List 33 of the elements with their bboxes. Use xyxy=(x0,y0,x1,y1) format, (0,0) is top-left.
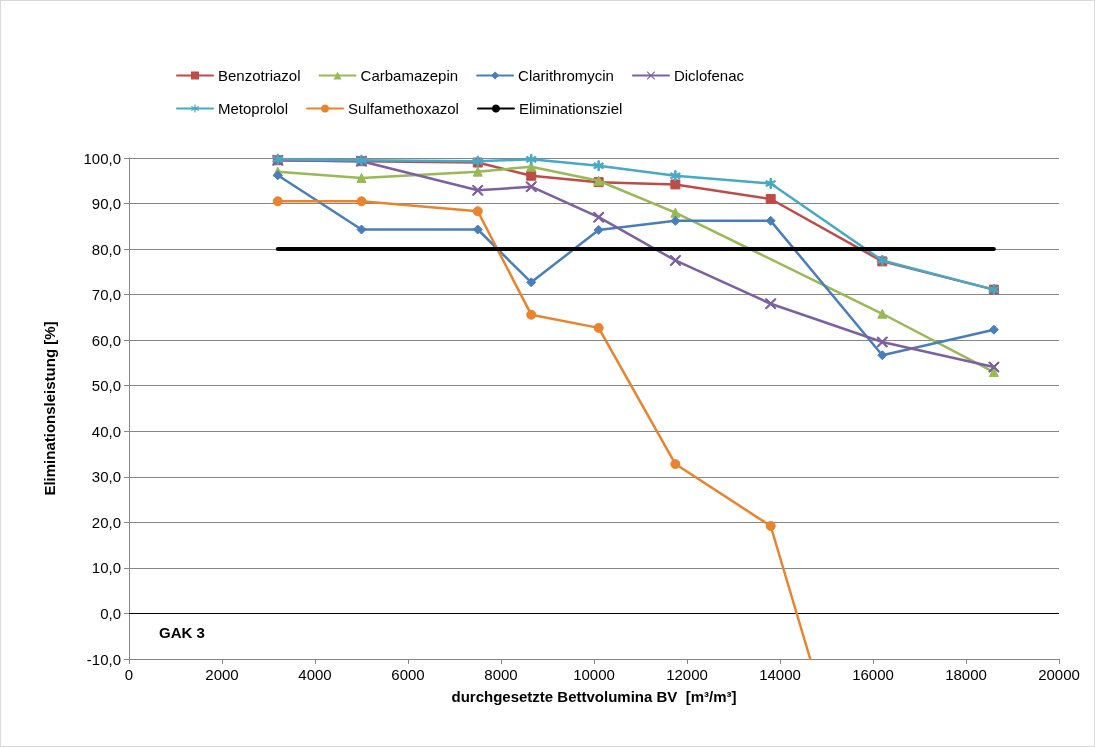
x-tick-label: 8000 xyxy=(484,666,518,683)
y-tick-label: 80,0 xyxy=(91,240,121,258)
y-tick-label: 60,0 xyxy=(91,331,121,349)
x-tick-label: 20000 xyxy=(1038,666,1080,683)
y-axis-title: Eliminationsleistung [%] xyxy=(41,321,58,496)
x-tick-label: 0 xyxy=(124,666,134,683)
legend-label: Clarithromycin xyxy=(518,67,614,84)
y-tick-label: 100,0 xyxy=(83,149,121,167)
x-tick-label: 18000 xyxy=(945,666,987,683)
legend-label: Metoprolol xyxy=(218,100,289,117)
legend-label: Diclofenac xyxy=(673,67,745,84)
x-tick-label: 6000 xyxy=(391,666,425,683)
y-tick-label: 40,0 xyxy=(91,422,121,440)
legend-label: Carbamazepin xyxy=(360,67,459,84)
y-tick-label: 0,0 xyxy=(100,604,121,622)
y-tick-label: 90,0 xyxy=(91,195,121,213)
y-tick-label: 20,0 xyxy=(91,513,121,531)
annotation: GAK 3 xyxy=(159,624,205,641)
y-tick-label: 70,0 xyxy=(91,286,121,304)
legend-label: Benzotriazol xyxy=(218,67,301,84)
legend-label: Sulfamethoxazol xyxy=(348,100,459,117)
y-tick-label: -10,0 xyxy=(86,650,121,668)
x-tick-label: 10000 xyxy=(573,666,615,683)
legend-label: Eliminationsziel xyxy=(518,100,623,117)
x-tick-label: 12000 xyxy=(666,666,708,683)
y-tick-label: 30,0 xyxy=(91,468,121,486)
x-tick-label: 4000 xyxy=(298,666,332,683)
y-tick-label: 10,0 xyxy=(91,559,121,577)
y-tick-label: 50,0 xyxy=(91,377,121,395)
x-axis-title: durchgesetzte Bettvolumina BV [m³/m³] xyxy=(451,688,737,705)
x-tick-label: 2000 xyxy=(205,666,239,683)
x-tick-label: 16000 xyxy=(852,666,894,683)
x-tick-label: 14000 xyxy=(759,666,801,683)
